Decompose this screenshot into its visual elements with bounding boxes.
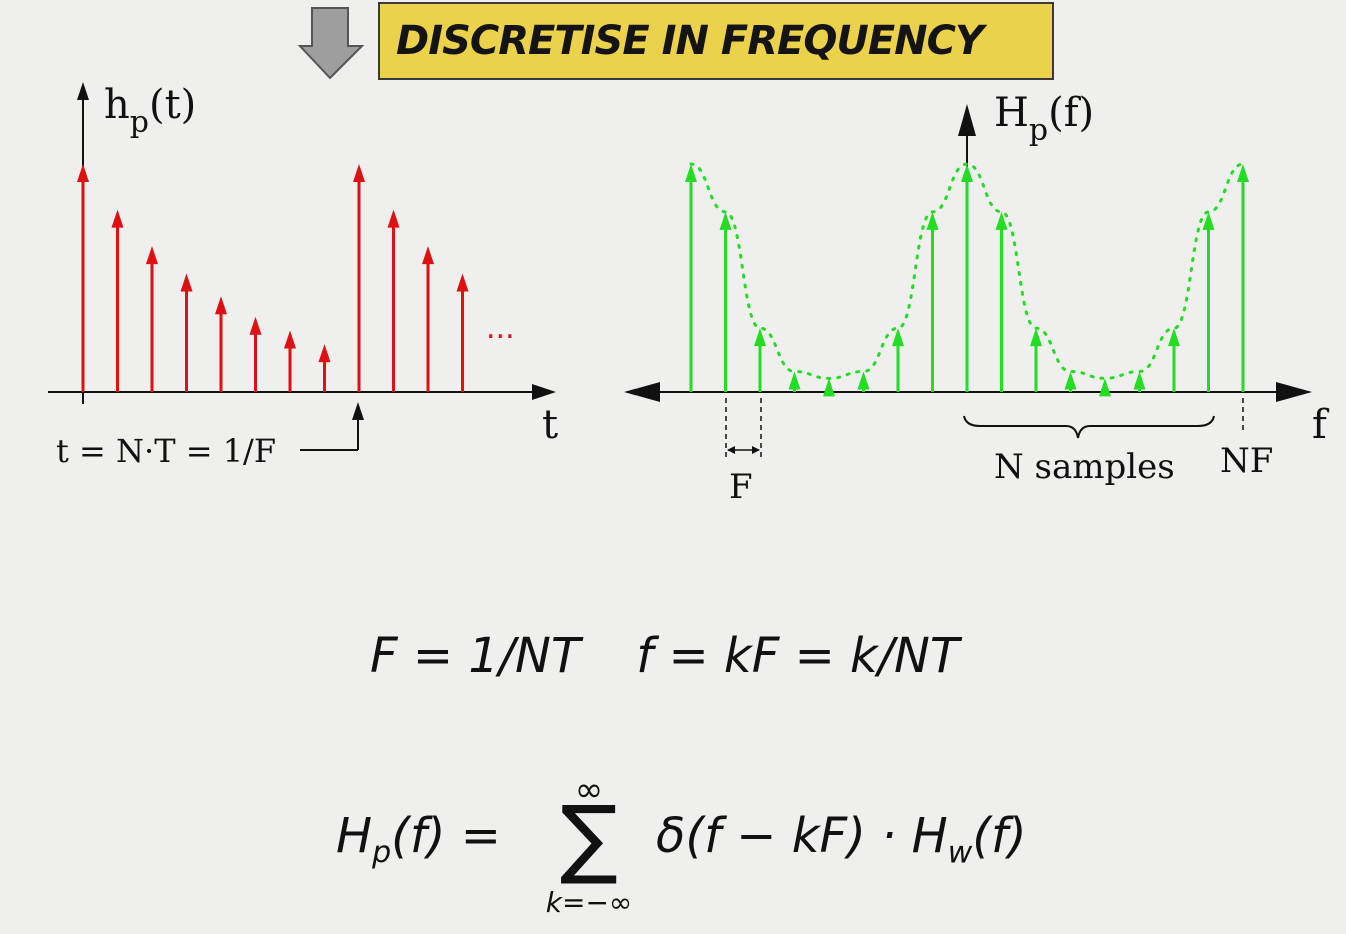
frequency-impulse (1030, 328, 1042, 392)
frequency-impulse (995, 211, 1008, 392)
n-samples-brace (963, 415, 1215, 439)
time-impulse (249, 316, 262, 392)
equation-frequency-resolution: F = 1/NT f = kF = k/NT (370, 628, 959, 684)
spacing-label: F (729, 467, 753, 507)
right-x-label: f (1312, 402, 1330, 448)
time-impulse (456, 273, 469, 392)
time-impulse (318, 344, 331, 392)
time-impulse (387, 209, 400, 392)
frequency-impulse (685, 164, 697, 392)
right-impulses (685, 164, 1249, 397)
frequency-impulse (1237, 164, 1249, 392)
frequency-impulse (823, 378, 835, 397)
left-impulses (77, 164, 469, 392)
frequency-impulse (961, 164, 973, 392)
summation: ∞ ∑ k=−∞ (528, 770, 650, 930)
frequency-impulse (892, 328, 904, 392)
sum-lower-limit: k=−∞ (545, 886, 633, 919)
frequency-impulse (857, 371, 870, 392)
left-ellipsis: ... (486, 311, 515, 346)
frequency-impulse (926, 211, 939, 392)
right-y-label: Hp(f) (994, 90, 1094, 148)
time-impulse (353, 164, 365, 392)
time-impulse (111, 209, 124, 392)
eq1-left: F = 1/NT (370, 628, 581, 684)
time-impulse (180, 273, 193, 392)
section-banner: DISCRETISE IN FREQUENCY (378, 2, 1054, 80)
time-impulse (77, 164, 89, 392)
frequency-impulse (788, 371, 801, 392)
frequency-impulse (1133, 371, 1146, 392)
equation-rhs: δ(f − kF) · Hw(f) (656, 808, 1027, 871)
frequency-impulse (754, 328, 766, 392)
time-impulse (422, 246, 434, 392)
spacing-marker (725, 398, 762, 458)
left-x-label: t (542, 402, 558, 448)
left-y-label: hp(t) (104, 82, 196, 140)
nf-label: NF (1220, 441, 1273, 481)
sum-upper-limit: ∞ (574, 770, 604, 810)
frequency-impulse (1099, 378, 1111, 397)
eq1-right: f = kF = k/NT (636, 628, 960, 684)
time-impulse (284, 330, 296, 392)
left-axes (48, 82, 556, 404)
frequency-impulse (719, 211, 732, 392)
period-label: t = N·T = 1/F (56, 432, 276, 470)
sum-sign: ∑ (560, 788, 618, 888)
period-marker (300, 402, 364, 451)
frequency-impulse (1168, 328, 1180, 392)
sampling-diagram: hp(t) t ... t = N·T = 1/F Hp(f) f F N sa… (48, 82, 1330, 507)
n-samples-label: N samples (994, 447, 1175, 487)
time-impulse (146, 246, 158, 392)
time-impulse (215, 296, 227, 392)
equation-lhs: Hp(f) = (336, 808, 501, 871)
frequency-impulse (1064, 371, 1077, 392)
frequency-impulse (1202, 211, 1215, 392)
down-arrow-icon (298, 7, 365, 80)
